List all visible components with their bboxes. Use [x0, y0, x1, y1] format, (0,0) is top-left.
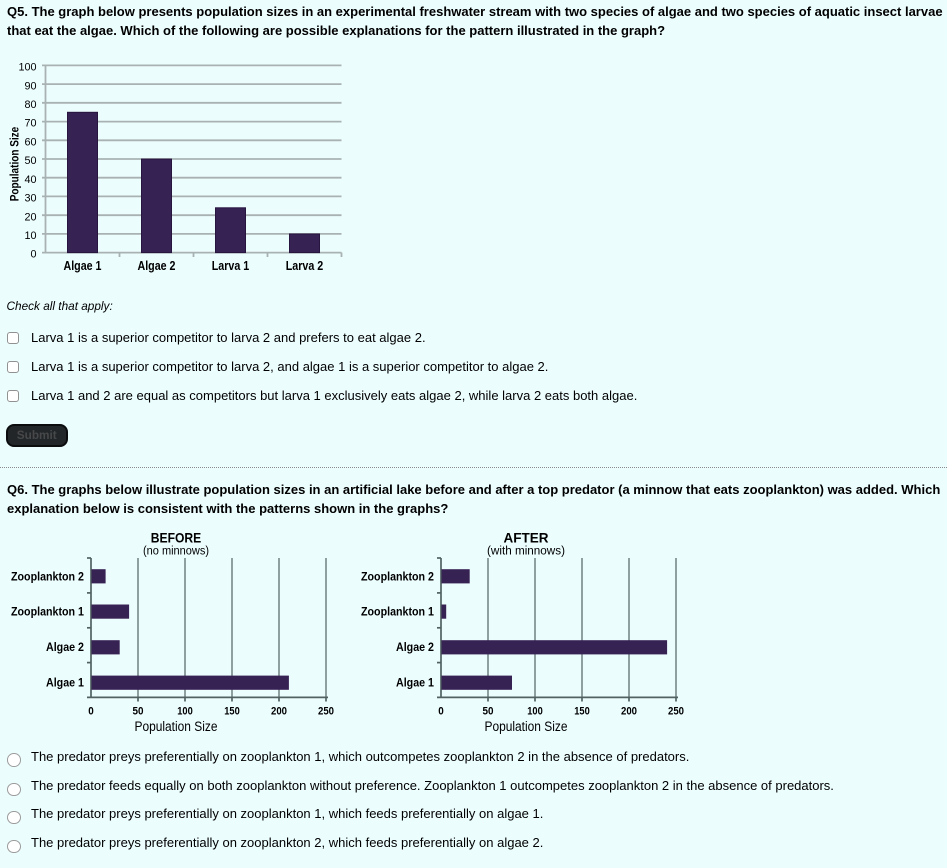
svg-text:70: 70 [24, 118, 36, 130]
svg-text:Population Size: Population Size [135, 719, 218, 734]
svg-text:150: 150 [224, 706, 240, 718]
svg-text:30: 30 [24, 193, 36, 205]
svg-text:50: 50 [483, 706, 494, 718]
svg-text:Larva 2: Larva 2 [286, 258, 324, 273]
svg-text:10: 10 [24, 230, 36, 242]
svg-text:Zooplankton 2: Zooplankton 2 [361, 571, 434, 583]
svg-text:BEFORE: BEFORE [151, 531, 202, 546]
svg-text:150: 150 [574, 706, 590, 718]
svg-text:Zooplankton 2: Zooplankton 2 [11, 571, 84, 583]
svg-text:(with minnows): (with minnows) [487, 546, 565, 558]
svg-text:Larva 1: Larva 1 [212, 258, 250, 273]
svg-text:Algae 1: Algae 1 [396, 678, 435, 690]
svg-text:100: 100 [18, 62, 36, 74]
svg-text:50: 50 [133, 706, 144, 718]
svg-text:(no minnows): (no minnows) [143, 546, 209, 558]
svg-text:Algae 2: Algae 2 [138, 258, 176, 273]
svg-text:80: 80 [24, 99, 36, 111]
svg-text:Algae 1: Algae 1 [64, 258, 102, 273]
svg-text:Algae 2: Algae 2 [396, 642, 434, 654]
svg-text:Zooplankton 1: Zooplankton 1 [11, 607, 85, 619]
svg-text:90: 90 [24, 80, 36, 92]
svg-text:100: 100 [527, 706, 543, 718]
svg-text:0: 0 [88, 706, 94, 718]
svg-text:0: 0 [438, 706, 444, 718]
svg-text:Population Size: Population Size [8, 126, 22, 201]
svg-text:200: 200 [271, 706, 287, 718]
svg-text:100: 100 [177, 706, 193, 718]
svg-text:200: 200 [621, 706, 637, 718]
svg-text:250: 250 [668, 706, 684, 718]
svg-text:Population Size: Population Size [485, 719, 568, 734]
svg-text:0: 0 [30, 249, 36, 261]
svg-text:60: 60 [24, 136, 36, 148]
svg-text:AFTER: AFTER [504, 531, 549, 546]
svg-text:50: 50 [24, 155, 36, 167]
svg-text:Zooplankton 1: Zooplankton 1 [361, 607, 435, 619]
svg-text:250: 250 [318, 706, 334, 718]
svg-text:Algae 2: Algae 2 [46, 642, 84, 654]
svg-text:40: 40 [24, 174, 36, 186]
svg-text:Algae 1: Algae 1 [46, 678, 85, 690]
svg-text:20: 20 [24, 211, 36, 223]
